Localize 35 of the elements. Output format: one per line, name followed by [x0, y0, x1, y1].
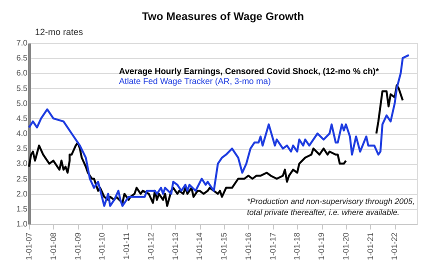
y-tick-label: 7.0 [16, 38, 28, 48]
x-tick-label: 1-01-14 [195, 232, 204, 260]
x-tick-label: 1-01-07 [24, 232, 34, 260]
y-tick-label: 4.5 [16, 114, 28, 123]
y-tick-label: 6.5 [16, 54, 28, 63]
x-tick-label: 1-01-19 [317, 232, 326, 260]
x-tick-label: 1-01-11 [122, 232, 132, 260]
y-tick-label: 5.5 [16, 84, 28, 93]
annotation: total private thereafter, i.e. where available. [247, 208, 400, 217]
y-tick-label: 1.5 [16, 204, 28, 214]
x-tick-label: 1-01-10 [98, 232, 107, 260]
x-tick-label: 1-01-08 [48, 232, 58, 260]
y-tick-label: 5.0 [16, 98, 28, 108]
x-tick-label: 1-01-15 [220, 232, 229, 260]
x-tick-label: 1-01-20 [341, 232, 350, 260]
y-axis-title: 12-mo rates [35, 27, 84, 37]
x-tick-label: 1-01-18 [292, 232, 302, 260]
series-label: Average Hourly Earnings, Censored Covid Shock, (12-mo % ch)* [119, 66, 380, 76]
y-tick-label: 2.0 [16, 189, 28, 198]
x-tick-label: 1-01-12 [146, 232, 156, 260]
y-tick-label: 2.5 [16, 174, 28, 184]
x-tick-label: 1-01-13 [170, 232, 180, 260]
annotation: *Production and non-supervisory through 2005, [247, 197, 415, 206]
y-tick-label: 1.0 [16, 220, 28, 228]
x-tick-label: 1-01-16 [244, 232, 253, 260]
chart-title: Two Measures of Wage Growth [142, 11, 304, 23]
y-tick-label: 3.0 [16, 159, 28, 168]
x-tick-label: 1-01-09 [73, 232, 82, 260]
text: Atlate Fed Wage Tracker (AR, 3-mo ma) [119, 76, 271, 86]
x-tick-label: 1-01-17 [268, 232, 278, 260]
y-tick-label: 3.5 [16, 144, 28, 154]
x-tick-label: 1-01-21 [366, 232, 375, 260]
y-tick-label: 6.0 [16, 68, 28, 78]
y-tick-label: 4.0 [16, 129, 28, 138]
x-tick-label: 1-01-22 [390, 232, 400, 260]
